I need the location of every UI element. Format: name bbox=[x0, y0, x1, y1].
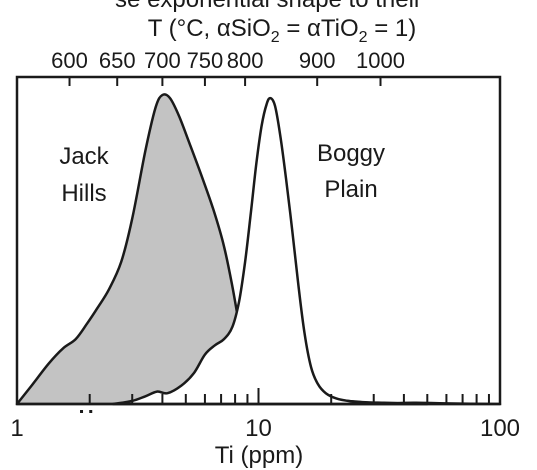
x-tick-label: 1 bbox=[10, 415, 23, 442]
series-label-jack-hills-line1: Jack bbox=[59, 143, 109, 170]
x-tick-label: 100 bbox=[480, 415, 520, 442]
top-tick-label: 1000 bbox=[356, 48, 405, 73]
axis-dot bbox=[89, 410, 93, 413]
distribution-areas bbox=[15, 93, 502, 406]
x-axis-ticks: 1 10 100 bbox=[10, 388, 520, 442]
top-tick-label: 650 bbox=[99, 48, 136, 73]
top-tick-label: 750 bbox=[187, 48, 224, 73]
x-tick-label: 10 bbox=[245, 415, 272, 442]
caption-fragment: se exponential shape to their bbox=[0, 0, 537, 14]
x-axis-label: Ti (ppm) bbox=[215, 442, 303, 469]
series-label-jack-hills-line2: Hills bbox=[61, 180, 106, 207]
axis-dots bbox=[80, 410, 93, 413]
top-axis-ticks: 600 650 700 750 800 900 1000 bbox=[51, 48, 405, 86]
top-tick-label: 700 bbox=[144, 48, 181, 73]
series-label-boggy-plain-line1: Boggy bbox=[317, 140, 385, 167]
top-tick-label: 800 bbox=[227, 48, 264, 73]
top-tick-label: 900 bbox=[299, 48, 336, 73]
area-boggy-plain bbox=[111, 96, 502, 406]
series-label-boggy-plain-line2: Plain bbox=[324, 176, 377, 203]
top-axis-title: T (°C, αSiO2 = αTiO2 = 1) bbox=[148, 15, 417, 46]
top-tick-label: 600 bbox=[51, 48, 88, 73]
axis-dot bbox=[80, 410, 84, 413]
